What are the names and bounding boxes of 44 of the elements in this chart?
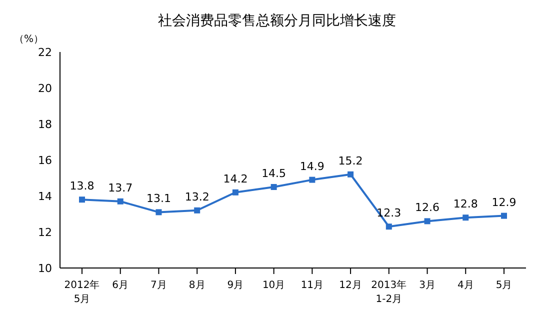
point (156, 209, 162, 216)
data-label: 12.8 (453, 198, 478, 211)
y-tick-label: 10 (38, 262, 52, 275)
data-label: 13.2 (184, 190, 210, 204)
data-label: 13.8 (70, 180, 94, 193)
y-axis-title: （%） (14, 33, 44, 46)
x-tick-label: 6月 (112, 280, 129, 291)
point (270, 184, 277, 190)
point (348, 171, 354, 178)
data-label: 15.2 (338, 154, 363, 168)
x-tick-label: 11月 (300, 280, 324, 291)
point (79, 196, 85, 203)
data-label: 13.1 (146, 192, 171, 206)
point (232, 189, 238, 196)
point (501, 212, 507, 219)
point (386, 224, 392, 230)
chart-title: 社会消费品零售总额分月同比增长速度 (157, 12, 397, 30)
x-tick-label: 9月 (227, 280, 244, 291)
point (462, 214, 469, 221)
y-tick-label: 22 (38, 46, 52, 59)
x-tick-label: 4月 (457, 280, 474, 291)
y-tick-label: 14 (38, 190, 52, 203)
y-tick-label: 18 (38, 118, 52, 131)
data-label: 14.9 (300, 160, 324, 173)
y-tick-label: 16 (38, 154, 52, 167)
data-label: 13.7 (108, 181, 133, 194)
y-tick-label: 12 (38, 226, 52, 239)
x-tick-label: 7月 (150, 280, 167, 291)
point (117, 198, 124, 204)
data-label: 14.2 (223, 172, 248, 186)
point (424, 218, 430, 224)
x-tick-label: 10月 (262, 280, 286, 291)
x-tick-label: 5月 (496, 280, 512, 291)
x-tick-label: 12月 (339, 280, 362, 291)
data-label: 12.9 (492, 196, 516, 209)
data-label: 12.6 (415, 201, 440, 214)
point (309, 176, 316, 183)
x-tick-label: 8月 (188, 280, 206, 291)
x-tick-label: 2013年 1-2月 (371, 279, 407, 305)
data-label: 14.5 (262, 167, 286, 180)
x-tick-label: 2012年 5月 (64, 279, 100, 305)
x-tick-label: 3月 (419, 280, 436, 291)
y-tick-label: 20 (38, 82, 52, 95)
point (194, 207, 200, 214)
